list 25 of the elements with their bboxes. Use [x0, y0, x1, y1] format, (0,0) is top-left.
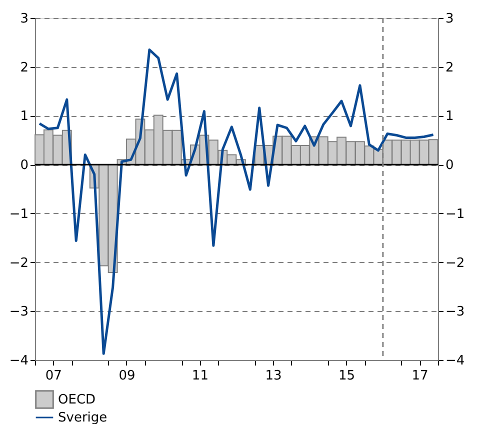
y2-tick-label: 1 — [446, 109, 454, 124]
y-tick-label: −3 — [9, 304, 28, 320]
x-tick-label: 09 — [118, 368, 136, 384]
y2-tick-label: −4 — [446, 354, 465, 368]
legend-label: Sverige — [58, 410, 108, 424]
y-tick-label: 3 — [20, 12, 28, 26]
y-tick-label: 0 — [20, 158, 28, 174]
y-tick-label: 1 — [20, 109, 28, 124]
x-tick-label: 17 — [412, 368, 428, 384]
y2-tick-label: 3 — [446, 12, 454, 26]
y2-tick-label: 0 — [446, 158, 454, 174]
y-tick-label: 2 — [20, 60, 28, 76]
y2-tick-label: −3 — [446, 304, 465, 320]
y-tick-label: −2 — [9, 256, 28, 271]
x-tick-label: 11 — [192, 368, 208, 384]
x-tick-label: 13 — [265, 368, 282, 384]
x-tick-label: 07 — [45, 368, 62, 384]
y2-tick-label: −2 — [446, 256, 465, 271]
line-series — [38, 48, 435, 355]
y-tick-label: −4 — [9, 354, 28, 368]
y2-tick-label: −1 — [446, 206, 465, 222]
legend-label: OECD — [58, 392, 96, 408]
y2-tick-label: 2 — [446, 60, 454, 76]
y-tick-label: −1 — [9, 206, 28, 222]
x-tick-label: 15 — [338, 368, 355, 384]
